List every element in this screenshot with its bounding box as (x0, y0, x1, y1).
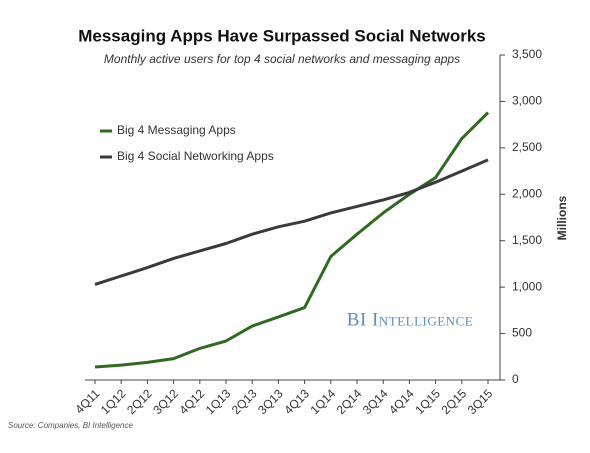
chart-subtitle: Monthly active users for top 4 social ne… (104, 52, 460, 66)
y-tick-label: 3,500 (512, 47, 542, 61)
y-axis-label: Millions (555, 195, 569, 240)
series-line (94, 158, 489, 286)
y-tick-label: 0 (512, 372, 519, 386)
legend-label: Big 4 Messaging Apps (117, 123, 236, 137)
source-note: Source: Companies, BI Intelligence (8, 421, 134, 430)
chart-title: Messaging Apps Have Surpassed Social Net… (78, 26, 486, 45)
y-tick-label: 3,000 (512, 94, 542, 108)
y-tick-label: 2,500 (512, 140, 542, 154)
y-tick-label: 2,000 (512, 186, 542, 200)
y-tick-label: 1,000 (512, 279, 542, 293)
y-tick-label: 1,500 (512, 233, 542, 247)
watermark: BI Intelligence (347, 309, 473, 330)
y-tick-label: 500 (512, 326, 532, 340)
legend-label: Big 4 Social Networking Apps (117, 149, 274, 163)
